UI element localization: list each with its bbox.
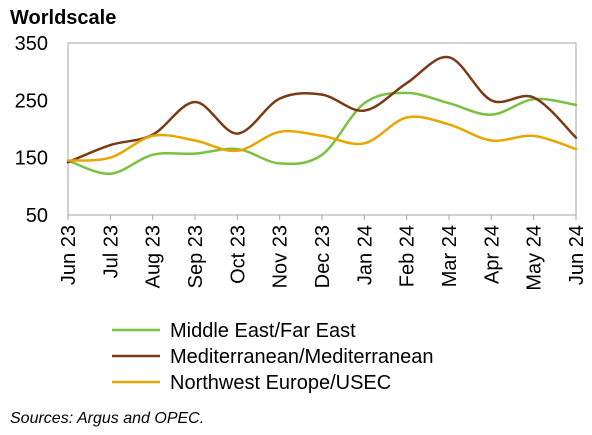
x-tick-label: Aug 23 [143, 225, 165, 288]
plot-area-frame [67, 42, 577, 216]
y-tick-label: 150 [15, 148, 48, 170]
y-tick-label: 50 [26, 205, 48, 227]
x-tick-label: Jun 24 [566, 225, 588, 285]
x-tick-label: Feb 24 [397, 225, 419, 287]
x-tick-label: Jan 24 [354, 225, 376, 285]
chart-source: Sources: Argus and OPEC. [10, 410, 204, 427]
x-tick-label: Jun 23 [58, 225, 80, 285]
chart-title: Worldscale [10, 7, 116, 29]
series-line-mediterranean-mediterranean [66, 56, 578, 164]
x-tick-label: Sep 23 [185, 225, 207, 288]
y-tick-label: 350 [15, 33, 48, 55]
legend-label-mediterranean-mediterranean: Mediterranean/Mediterranean [170, 346, 434, 368]
series-layer [66, 56, 578, 175]
legend-label-middle-east-far-east: Middle East/Far East [170, 320, 356, 342]
x-tick-label: Nov 23 [270, 225, 292, 288]
series-line-middle-east-far-east [66, 91, 578, 175]
x-tick-label: Jul 23 [100, 225, 122, 278]
axes-layer: 50 150 250 350 Jun 23 Jul 23 Aug 23 Sep 23 Oct 2… [15, 33, 588, 291]
series-line-northwest-europe-usec [66, 115, 578, 162]
y-tick-label: 250 [15, 90, 48, 112]
x-tick-label: Mar 24 [439, 225, 461, 287]
x-tick-label: Apr 24 [481, 225, 503, 284]
x-tick-label: Oct 23 [227, 225, 249, 284]
legend-layer: Middle East/Far East Mediterranean/Medite… [112, 320, 434, 394]
x-tick-label: Dec 23 [312, 225, 334, 288]
x-tick-label: May 24 [524, 225, 546, 291]
legend-label-northwest-europe-usec: Northwest Europe/USEC [170, 372, 391, 394]
